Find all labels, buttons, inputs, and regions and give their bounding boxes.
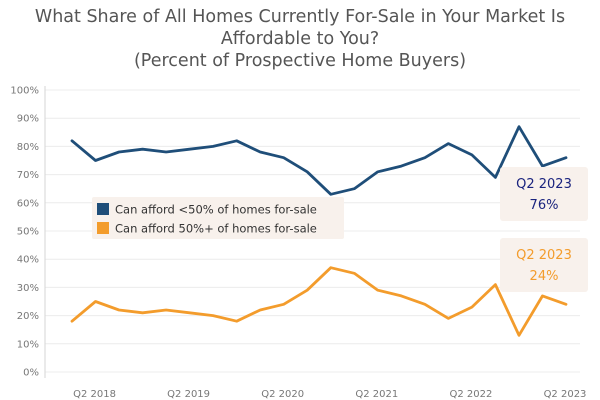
legend-swatch: [97, 222, 109, 234]
x-tick-label: Q2 2018: [73, 389, 116, 400]
callout-period: Q2 2023: [516, 248, 572, 263]
y-tick-label: 20%: [17, 311, 39, 322]
x-tick-label: Q2 2023: [544, 389, 587, 400]
y-tick-label: 30%: [17, 283, 39, 294]
series-line-1: [70, 266, 568, 337]
y-tick-label: 10%: [17, 339, 39, 350]
legend-box: [92, 197, 344, 239]
callout-box: [500, 167, 588, 221]
x-tick-label: Q2 2021: [355, 389, 398, 400]
x-tick-label: Q2 2022: [449, 389, 492, 400]
legend-swatch: [97, 203, 109, 215]
legend-entry: Can afford <50% of homes for-sale: [115, 203, 317, 217]
callout-value: 76%: [530, 198, 559, 213]
chart-subtitle-text: (Percent of Prospective Home Buyers): [133, 51, 467, 71]
x-tick-label: Q2 2019: [167, 389, 210, 400]
callouts: Q2 2023 76% Q2 2023 24%: [500, 167, 588, 292]
legend: Can afford <50% of homes for-sale Can aff…: [92, 197, 344, 239]
chart-title-text: What Share of All Homes Currently For-Sa…: [34, 7, 566, 49]
y-tick-label: 80%: [17, 142, 39, 153]
legend-entry: Can afford 50%+ of homes for-sale: [115, 222, 317, 236]
y-tick-label: 70%: [17, 170, 39, 181]
series-lines: [70, 125, 568, 337]
y-tick-label: 100%: [10, 86, 39, 97]
callout-period: Q2 2023: [516, 177, 572, 192]
series-line-0: [70, 125, 568, 196]
y-tick-label: 0%: [23, 368, 39, 379]
x-axis: Q2 2018 Q2 2019 Q2 2020 Q2 2021 Q2 2022 Q2 20…: [73, 389, 586, 400]
y-tick-label: 40%: [17, 255, 39, 266]
y-tick-label: 60%: [17, 198, 39, 209]
chart-title: What Share of All Homes Currently For-Sa…: [0, 6, 600, 72]
y-tick-label: 90%: [17, 114, 39, 125]
callout-value: 24%: [530, 269, 559, 284]
y-axis: 0% 10% 20% 30% 40% 50% 60% 70% 80% 90% 100%: [10, 86, 46, 379]
x-tick-label: Q2 2020: [261, 389, 304, 400]
callout-box: [500, 238, 588, 292]
y-tick-label: 50%: [17, 227, 39, 238]
